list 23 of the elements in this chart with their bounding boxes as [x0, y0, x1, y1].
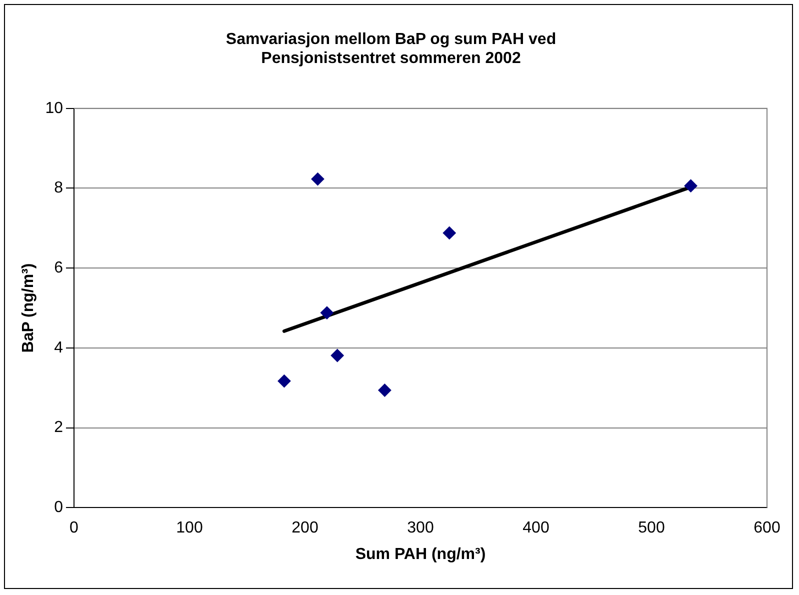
chart-title: Samvariasjon mellom BaP og sum PAH ved Pensjonistsentret sommeren 2002: [226, 31, 556, 68]
point: [311, 172, 324, 186]
x-axis-title: Sum PAH (ng/m³): [355, 546, 486, 563]
x-tick-label: 400: [522, 520, 550, 537]
point: [320, 306, 334, 320]
y-tick-label: 10: [45, 100, 64, 117]
point: [278, 374, 291, 388]
point: [684, 179, 698, 192]
y-tick-label: 2: [54, 419, 64, 436]
x-tick-label: 600: [754, 520, 780, 537]
x-tick-label: 100: [176, 520, 203, 537]
y-tick-label: 8: [54, 180, 64, 197]
x-tick-label: 500: [638, 520, 665, 537]
point: [378, 384, 392, 397]
y-tick-label: 0: [54, 499, 64, 516]
x-tick-label: 200: [292, 520, 318, 537]
x-tick-label: 300: [407, 520, 434, 537]
y-tick-label: 6: [54, 259, 64, 276]
y-axis-title: BaP (ng/m³): [20, 263, 38, 353]
point: [442, 226, 456, 240]
point: [330, 349, 344, 362]
y-tick-label: 4: [54, 339, 64, 356]
x-tick-label: 0: [70, 520, 79, 537]
